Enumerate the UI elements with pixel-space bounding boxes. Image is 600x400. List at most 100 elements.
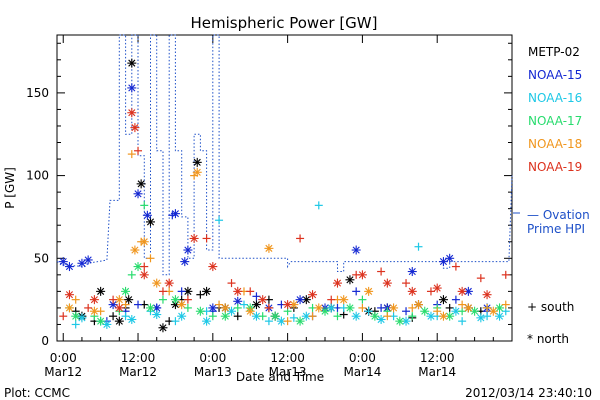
noaa-17-north-point [220,311,230,321]
noaa-16-north-point [77,313,87,323]
noaa-17-south-point [140,201,149,210]
noaa-18-north-point [438,311,448,321]
noaa-15-north-point [438,257,448,267]
metp-02-south-point [233,312,242,321]
metp-02-north-point [124,295,134,305]
noaa-18-south-point [146,254,155,263]
noaa-19-south-point [140,262,149,271]
legend-noaa-19: NOAA-19 [528,160,582,174]
x-tick-label-time: 12:00 [270,351,305,365]
noaa-19-south-point [377,267,386,276]
noaa-18-north-point [245,306,255,316]
noaa-17-north-point [170,295,180,305]
noaa-15-north-point [83,255,93,265]
noaa-17-north-point [370,311,380,321]
noaa-18-south-point [283,317,292,326]
noaa-16-north-point [177,311,187,321]
noaa-18-north-point [89,306,99,316]
legend-ovation-line2: Prime HPI [527,222,585,236]
noaa-18-south-point [433,307,442,316]
noaa-19-north-point [89,295,99,305]
noaa-16-north-point [301,311,311,321]
noaa-19-north-point [482,290,492,300]
legend-south: + south [527,300,574,314]
noaa-19-south-point [158,287,167,296]
noaa-15-north-point [445,253,455,263]
noaa-16-north-point [127,314,137,324]
y-axis-label: P [GW] [3,167,17,209]
metp-02-north-point [438,295,448,305]
noaa-16-south-point [483,312,492,321]
noaa-15-north-point [133,189,143,199]
noaa-15-south-point [352,287,361,296]
noaa-19-south-point [264,303,273,312]
noaa-16-north-point [102,319,112,329]
noaa-16-north-point [152,310,162,320]
noaa-19-north-point [114,303,124,313]
noaa-16-south-point [71,320,80,329]
noaa-16-south-point [289,313,298,322]
x-tick-label-date: Mar12 [119,365,157,379]
noaa-17-north-point [121,286,131,296]
noaa-19-south-point [59,312,68,321]
noaa-18-north-point [414,300,424,310]
noaa-18-north-point [152,278,162,288]
x-axis-label: Date and Time [236,370,324,384]
noaa-16-south-point [458,317,467,326]
ovation-hpi-line [56,34,513,276]
noaa-17-north-point [195,306,205,316]
noaa-19-south-point [296,234,305,243]
noaa-18-south-point [501,300,510,309]
noaa-18-north-point [488,306,498,316]
noaa-19-south-point [134,146,143,155]
x-tick-label-date: Mar14 [343,365,381,379]
noaa-18-north-point [114,295,124,305]
noaa-17-north-point [320,306,330,316]
legend-ovation-line1: — Ovation [527,208,590,222]
noaa-19-north-point [164,278,174,288]
metp-02-north-point [251,300,261,310]
x-tick-label-date: Mar12 [44,365,82,379]
noaa-17-north-point [71,311,81,321]
noaa-17-north-point [345,303,355,313]
noaa-18-south-point [127,150,136,159]
noaa-19-south-point [476,274,485,283]
legend-noaa-16: NOAA-16 [528,91,582,105]
noaa-15-north-point [351,245,361,255]
metp-02-north-point [127,58,137,68]
noaa-16-south-point [171,317,180,326]
noaa-17-north-point [145,303,155,313]
noaa-17-south-point [127,270,136,279]
noaa-15-north-point [407,267,417,277]
x-tick-label-time: 0:00 [349,351,376,365]
noaa-19-north-point [139,270,149,280]
noaa-18-south-point [121,300,130,309]
noaa-19-north-point [127,108,137,118]
legend-noaa-15: NOAA-15 [528,68,582,82]
x-tick-label-time: 12:00 [420,351,455,365]
noaa-19-south-point [426,287,435,296]
noaa-17-south-point [408,312,417,321]
x-tick-label-time: 0:00 [50,351,77,365]
noaa-19-north-point [233,286,243,296]
noaa-15-south-point [451,295,460,304]
noaa-15-north-point [233,296,243,306]
metp-02-south-point [196,290,205,299]
metp-02-south-point [109,312,118,321]
noaa-16-north-point [326,303,336,313]
noaa-18-north-point [64,303,74,313]
noaa-16-north-point [202,316,212,326]
noaa-19-south-point [246,287,255,296]
metp-02-north-point [96,286,106,296]
noaa-16-south-point [264,317,273,326]
noaa-15-south-point [402,307,411,316]
noaa-19-south-point [402,279,411,288]
noaa-17-south-point [158,295,167,304]
legend-noaa-17: NOAA-17 [528,114,582,128]
noaa-18-north-point [139,237,149,247]
y-tick-label: 50 [34,251,49,265]
noaa-16-north-point [376,314,386,324]
noaa-16-south-point [239,300,248,309]
noaa-15-south-point [177,287,186,296]
noaa-19-south-point [84,303,93,312]
